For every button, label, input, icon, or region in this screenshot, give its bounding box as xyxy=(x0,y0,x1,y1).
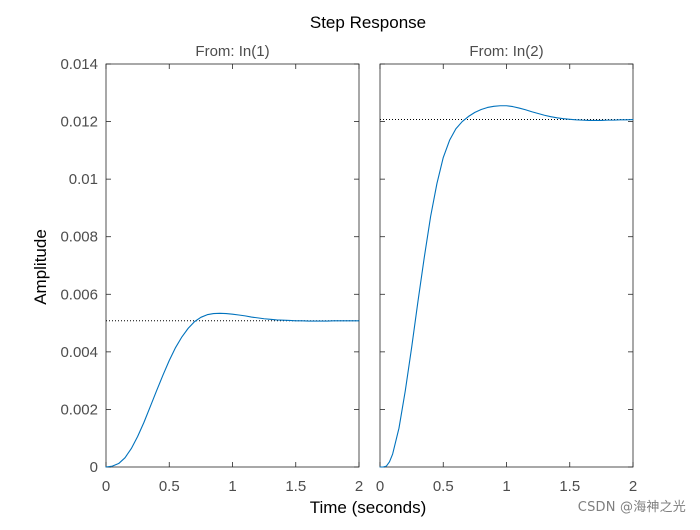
watermark-text: CSDN @海神之光 xyxy=(577,500,686,515)
subplot-title: From: In(1) xyxy=(195,43,269,60)
y-tick-label: 0.004 xyxy=(60,344,98,361)
x-tick-label: 2 xyxy=(629,478,637,495)
y-tick-label: 0 xyxy=(90,459,98,476)
axes-box xyxy=(379,63,634,468)
x-tick-label: 1 xyxy=(502,478,510,495)
x-tick-label: 0 xyxy=(102,478,110,495)
x-tick-label: 0.5 xyxy=(433,478,454,495)
y-tick-label: 0.006 xyxy=(60,286,98,303)
subplot-title: From: In(2) xyxy=(469,43,543,60)
step-response-line xyxy=(379,105,634,468)
subplot-1: From: In(1) 0 0.5 1 1.5 2 0 0.002 0.004 0.006 0.00… xyxy=(60,43,363,495)
x-tick-label: 0.5 xyxy=(159,478,180,495)
x-tick-label: 0 xyxy=(376,478,384,495)
step-response-line xyxy=(105,312,360,468)
y-tick-label: 0.01 xyxy=(69,171,98,188)
y-axis-label: Amplitude xyxy=(31,229,50,305)
x-tick-label: 1 xyxy=(228,478,236,495)
chart-title: Step Response xyxy=(310,13,426,32)
axes-box xyxy=(105,63,360,468)
x-tick-label: 1.5 xyxy=(285,478,306,495)
x-tick-label: 1.5 xyxy=(559,478,580,495)
y-tick-label: 0.002 xyxy=(60,401,98,418)
y-tick-label: 0.012 xyxy=(60,114,98,131)
y-tick-label: 0.008 xyxy=(60,229,98,246)
subplot-2: From: In(2) 0 0.5 1 1.5 2 xyxy=(376,43,637,495)
x-tick-label: 2 xyxy=(355,478,363,495)
y-tick-label: 0.014 xyxy=(60,56,98,73)
x-axis-label: Time (seconds) xyxy=(310,498,427,517)
